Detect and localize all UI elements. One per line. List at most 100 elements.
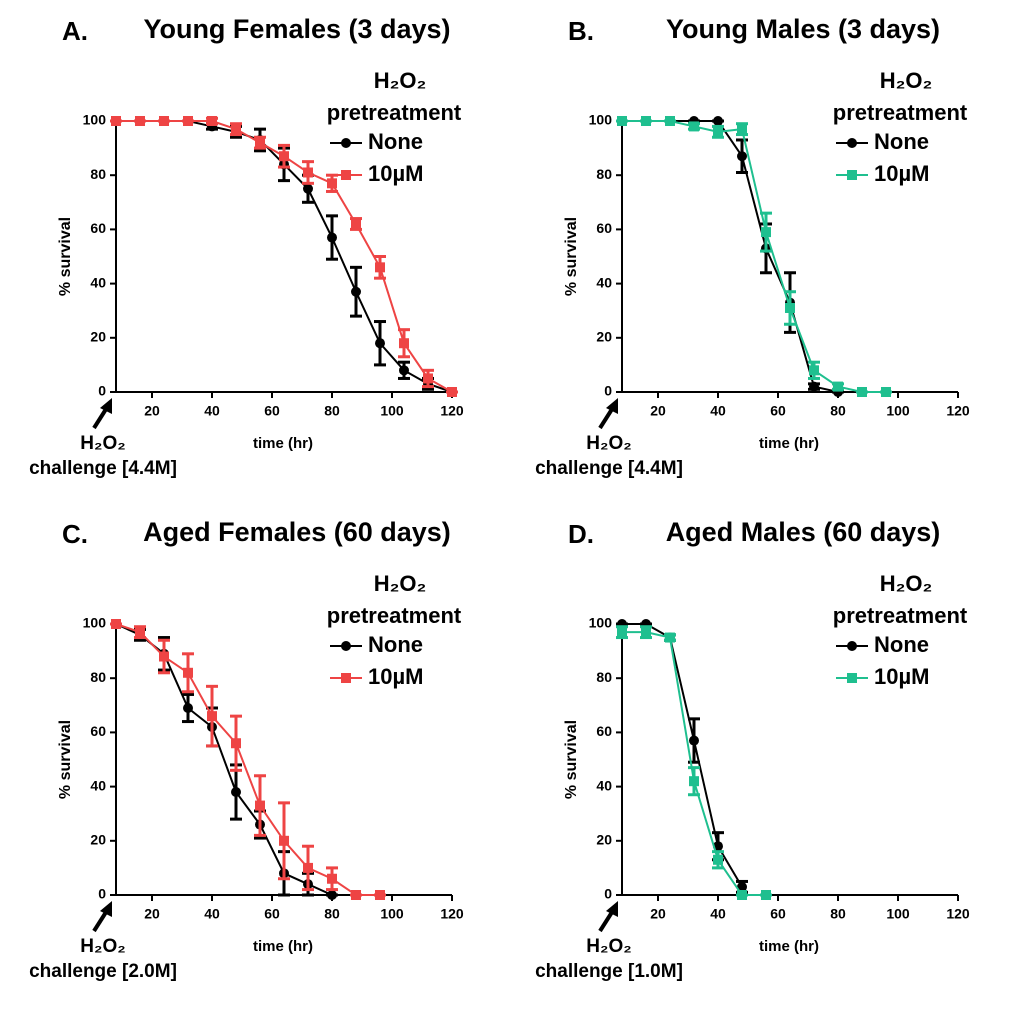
legend-marker bbox=[341, 641, 351, 651]
x-tick-label: 40 bbox=[710, 906, 726, 922]
annotation: challenge [4.4M] bbox=[29, 458, 177, 479]
chart-title: Aged Females (60 days) bbox=[143, 517, 451, 547]
y-tick-label: 40 bbox=[90, 777, 106, 793]
point bbox=[255, 800, 265, 811]
point bbox=[303, 862, 313, 873]
x-tick-label: 120 bbox=[440, 403, 464, 419]
panel-letter: C. bbox=[62, 519, 88, 549]
point bbox=[375, 890, 385, 900]
x-tick-label: 120 bbox=[946, 403, 970, 419]
point bbox=[135, 627, 145, 638]
legend-marker bbox=[847, 673, 857, 683]
point bbox=[207, 116, 217, 126]
y-tick-label: 0 bbox=[98, 383, 106, 399]
x-tick-label: 20 bbox=[650, 906, 666, 922]
y-axis-label: % survival bbox=[563, 720, 580, 799]
legend-label: 10µM bbox=[368, 161, 423, 186]
legend-label: None bbox=[368, 129, 423, 154]
point bbox=[231, 124, 241, 135]
legend-label: None bbox=[874, 632, 929, 657]
point bbox=[761, 890, 771, 900]
point bbox=[327, 178, 337, 189]
point bbox=[351, 218, 361, 229]
x-tick-label: 100 bbox=[380, 403, 404, 419]
y-tick-label: 60 bbox=[90, 723, 106, 739]
legend-title: H₂O₂ bbox=[880, 68, 933, 93]
x-axis-label: time (hr) bbox=[253, 435, 313, 452]
point bbox=[737, 881, 747, 892]
chart-title: Young Males (3 days) bbox=[666, 14, 940, 44]
point bbox=[375, 338, 385, 349]
x-tick-label: 80 bbox=[830, 403, 846, 419]
y-tick-label: 60 bbox=[596, 220, 612, 236]
point bbox=[207, 711, 217, 722]
y-tick-label: 40 bbox=[596, 274, 612, 290]
x-tick-label: 60 bbox=[264, 403, 280, 419]
point bbox=[809, 381, 819, 392]
legend-label: 10µM bbox=[874, 664, 929, 689]
point bbox=[423, 373, 433, 384]
annotation: challenge [1.0M] bbox=[535, 961, 683, 982]
series-line bbox=[115, 623, 380, 896]
y-tick-label: 60 bbox=[596, 723, 612, 739]
annotation: H₂O₂ bbox=[586, 936, 631, 957]
legend-label: None bbox=[368, 632, 423, 657]
point bbox=[761, 227, 771, 238]
legend-title: H₂O₂ bbox=[880, 571, 933, 596]
legend-marker bbox=[341, 673, 351, 683]
legend-marker bbox=[847, 138, 857, 148]
point bbox=[689, 735, 699, 746]
legend-title: pretreatment bbox=[327, 603, 462, 628]
x-tick-label: 40 bbox=[204, 906, 220, 922]
annotation: H₂O₂ bbox=[80, 936, 125, 957]
point bbox=[255, 137, 265, 148]
point bbox=[713, 854, 723, 865]
legend-title: H₂O₂ bbox=[374, 68, 427, 93]
y-tick-label: 80 bbox=[90, 669, 106, 685]
x-tick-label: 20 bbox=[144, 403, 160, 419]
x-tick-label: 100 bbox=[886, 403, 910, 419]
series-line bbox=[115, 623, 333, 896]
x-axis-label: time (hr) bbox=[759, 938, 819, 955]
y-tick-label: 20 bbox=[596, 832, 612, 848]
point bbox=[183, 116, 193, 126]
point bbox=[231, 787, 241, 798]
point bbox=[689, 776, 699, 787]
x-tick-label: 20 bbox=[650, 403, 666, 419]
y-tick-label: 100 bbox=[83, 615, 107, 631]
series-line bbox=[622, 120, 886, 393]
point bbox=[159, 116, 169, 126]
annotation: H₂O₂ bbox=[586, 433, 631, 454]
y-tick-label: 80 bbox=[596, 166, 612, 182]
y-tick-label: 40 bbox=[90, 274, 106, 290]
point bbox=[303, 183, 313, 194]
point bbox=[135, 116, 145, 126]
y-tick-label: 0 bbox=[604, 383, 612, 399]
annotation-arrowhead bbox=[100, 398, 112, 414]
point bbox=[641, 116, 651, 126]
legend-title: pretreatment bbox=[833, 603, 968, 628]
chart-title: Aged Males (60 days) bbox=[666, 517, 941, 547]
y-axis-label: % survival bbox=[563, 217, 580, 296]
x-tick-label: 40 bbox=[710, 403, 726, 419]
point bbox=[857, 387, 867, 397]
x-tick-label: 120 bbox=[440, 906, 464, 922]
x-axis-label: time (hr) bbox=[759, 435, 819, 452]
legend-label: 10µM bbox=[874, 161, 929, 186]
y-tick-label: 20 bbox=[90, 329, 106, 345]
legend-label: None bbox=[874, 129, 929, 154]
point bbox=[833, 381, 843, 392]
point bbox=[785, 302, 795, 313]
y-tick-label: 20 bbox=[90, 832, 106, 848]
legend-marker bbox=[847, 641, 857, 651]
point bbox=[327, 232, 337, 243]
annotation: H₂O₂ bbox=[80, 433, 125, 454]
point bbox=[327, 873, 337, 884]
point bbox=[351, 286, 361, 297]
panel: C. Aged Females (60 days) H₂O₂ pretreatment… bbox=[29, 517, 464, 982]
point bbox=[447, 387, 457, 397]
point bbox=[665, 632, 675, 643]
point bbox=[713, 116, 723, 126]
point bbox=[183, 667, 193, 678]
